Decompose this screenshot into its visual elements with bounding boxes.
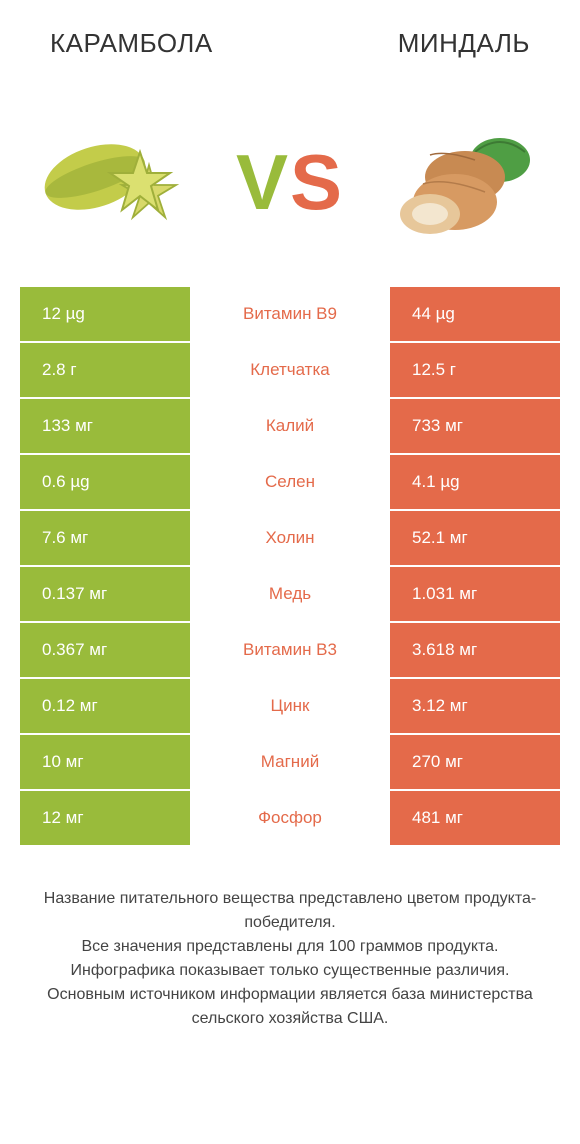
right-value-cell: 12.5 г xyxy=(390,343,560,397)
vs-label: VS xyxy=(236,137,344,228)
right-value-cell: 4.1 µg xyxy=(390,455,560,509)
right-value-cell: 44 µg xyxy=(390,287,560,341)
left-value-cell: 0.137 мг xyxy=(20,567,190,621)
almond-icon xyxy=(375,122,545,242)
footnote-line: Все значения представлены для 100 граммо… xyxy=(30,935,550,959)
table-row: 10 мгМагний270 мг xyxy=(20,735,560,791)
table-row: 2.8 гКлетчатка12.5 г xyxy=(20,343,560,399)
footnote-line: Название питательного вещества представл… xyxy=(30,887,550,935)
carambola-icon xyxy=(35,122,205,242)
nutrient-name-cell: Холин xyxy=(190,511,390,565)
nutrient-name-cell: Цинк xyxy=(190,679,390,733)
table-row: 0.137 мгМедь1.031 мг xyxy=(20,567,560,623)
left-value-cell: 10 мг xyxy=(20,735,190,789)
footnote-line: Инфографика показывает только существенн… xyxy=(30,959,550,983)
right-value-cell: 1.031 мг xyxy=(390,567,560,621)
right-value-cell: 52.1 мг xyxy=(390,511,560,565)
left-value-cell: 0.6 µg xyxy=(20,455,190,509)
right-value-cell: 733 мг xyxy=(390,399,560,453)
table-row: 0.367 мгВитамин B33.618 мг xyxy=(20,623,560,679)
left-value-cell: 12 µg xyxy=(20,287,190,341)
nutrient-name-cell: Клетчатка xyxy=(190,343,390,397)
left-product-title: КАРАМБОЛА xyxy=(50,28,213,59)
vs-letter-s: S xyxy=(290,138,344,226)
nutrient-name-cell: Селен xyxy=(190,455,390,509)
left-value-cell: 0.12 мг xyxy=(20,679,190,733)
nutrient-table: 12 µgВитамин B944 µg2.8 гКлетчатка12.5 г… xyxy=(20,287,560,847)
nutrient-name-cell: Витамин B9 xyxy=(190,287,390,341)
table-row: 0.6 µgСелен4.1 µg xyxy=(20,455,560,511)
table-row: 12 мгФосфор481 мг xyxy=(20,791,560,847)
nutrient-name-cell: Медь xyxy=(190,567,390,621)
nutrient-name-cell: Калий xyxy=(190,399,390,453)
table-row: 133 мгКалий733 мг xyxy=(20,399,560,455)
vs-letter-v: V xyxy=(236,138,290,226)
right-value-cell: 3.618 мг xyxy=(390,623,560,677)
right-product-title: МИНДАЛЬ xyxy=(398,28,530,59)
right-value-cell: 3.12 мг xyxy=(390,679,560,733)
footnote: Название питательного вещества представл… xyxy=(30,887,550,1031)
right-product-image xyxy=(370,117,550,247)
left-product-image xyxy=(30,117,210,247)
table-row: 12 µgВитамин B944 µg xyxy=(20,287,560,343)
right-value-cell: 270 мг xyxy=(390,735,560,789)
table-row: 0.12 мгЦинк3.12 мг xyxy=(20,679,560,735)
left-value-cell: 12 мг xyxy=(20,791,190,845)
nutrient-name-cell: Магний xyxy=(190,735,390,789)
left-value-cell: 2.8 г xyxy=(20,343,190,397)
right-value-cell: 481 мг xyxy=(390,791,560,845)
footnote-line: Основным источником информации является … xyxy=(30,983,550,1031)
nutrient-name-cell: Витамин B3 xyxy=(190,623,390,677)
left-value-cell: 7.6 мг xyxy=(20,511,190,565)
left-value-cell: 0.367 мг xyxy=(20,623,190,677)
hero-row: VS xyxy=(0,77,580,287)
header: КАРАМБОЛА МИНДАЛЬ xyxy=(0,0,580,77)
nutrient-name-cell: Фосфор xyxy=(190,791,390,845)
left-value-cell: 133 мг xyxy=(20,399,190,453)
table-row: 7.6 мгХолин52.1 мг xyxy=(20,511,560,567)
